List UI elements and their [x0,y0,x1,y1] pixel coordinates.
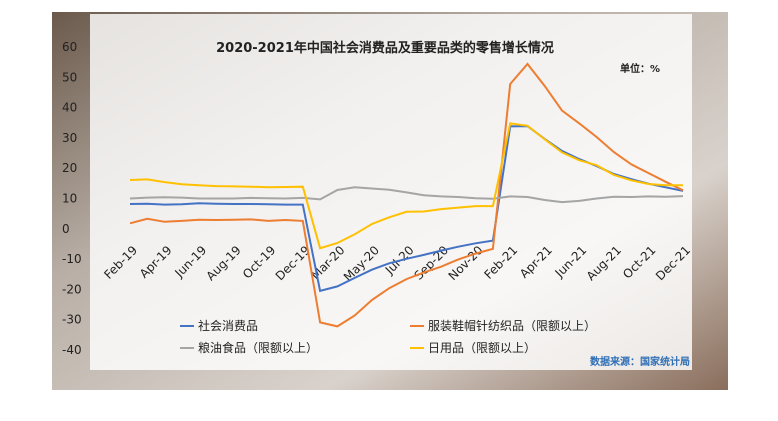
y-tick-label: 60 [62,40,77,54]
y-tick-label: 30 [62,131,77,145]
legend-label: 粮油食品（限额以上） [198,340,318,355]
plot-panel [90,14,692,370]
y-tick-label: 10 [62,192,77,206]
y-tick-label: 0 [62,222,70,236]
y-tick-label: -30 [62,313,82,327]
y-tick-label: 50 [62,70,77,84]
y-tick-label: -10 [62,252,82,266]
line-series [129,122,683,250]
y-tick-label: 20 [62,161,77,175]
y-tick-label: -40 [62,343,82,357]
line-series [129,62,684,328]
y-tick-label: 40 [62,101,77,115]
legend-label: 社会消费品 [198,318,258,333]
legend-label: 服装鞋帽针纺织品（限额以上） [428,318,596,333]
legend-label: 日用品（限额以上） [428,341,536,355]
chart-title: 2020-2021年中国社会消费品及重要品类的零售增长情况 [216,40,554,56]
line-series [129,186,684,204]
unit-note: 单位：% [620,62,660,75]
y-tick-label: -20 [62,282,82,296]
source-note: 数据来源：国家统计局 [590,355,690,368]
